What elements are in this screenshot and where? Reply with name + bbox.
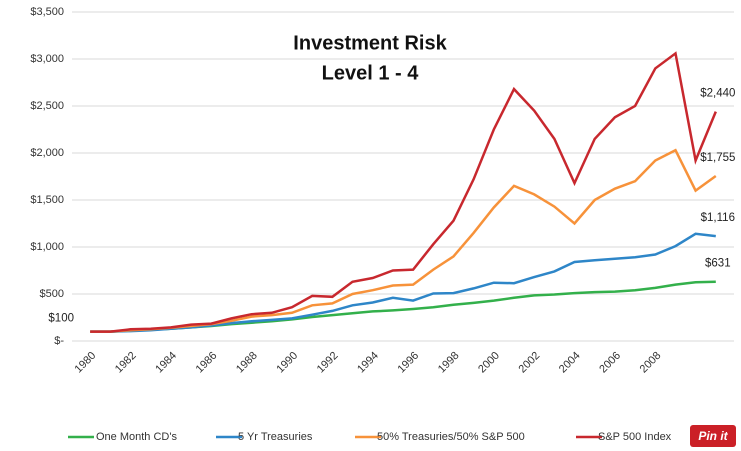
y-tick-label: $3,000	[30, 53, 64, 65]
y-tick-label: $2,000	[30, 147, 64, 159]
legend-label: 50% Treasuries/50% S&P 500	[377, 431, 525, 443]
value-label: $100	[48, 313, 74, 325]
legend-label: 5 Yr Treasuries	[238, 431, 313, 443]
series-line	[90, 51, 717, 333]
pin-it-label[interactable]: Pin it	[698, 429, 728, 443]
y-tick-label: $500	[40, 288, 64, 300]
series-line	[90, 232, 716, 333]
y-tick-label: $2,500	[30, 100, 64, 112]
x-tick-label: 1998	[436, 350, 462, 376]
y-tick-label: $-	[54, 335, 64, 347]
pin-it-bg[interactable]	[690, 425, 736, 447]
y-tick-label: $1,500	[30, 194, 64, 206]
legend-item: 5 Yr Treasuries	[216, 431, 313, 443]
x-tick-label: 2006	[597, 350, 623, 376]
x-tick-label: 1990	[274, 350, 300, 376]
x-tick-label: 1984	[153, 350, 179, 376]
x-tick-label: 2000	[476, 350, 502, 376]
x-tick-label: 1994	[355, 350, 381, 376]
x-tick-label: 1988	[234, 350, 260, 376]
value-label: $1,116	[701, 212, 735, 224]
y-tick-label: $3,500	[30, 6, 64, 18]
legend-label: S&P 500 Index	[598, 431, 672, 443]
pin-it-button[interactable]: Pin it	[690, 425, 736, 447]
x-tick-label: 1980	[73, 350, 99, 376]
y-tick-label: $1,000	[30, 241, 64, 253]
legend-item: One Month CD's	[68, 431, 177, 443]
value-label: $631	[705, 258, 731, 270]
value-label: $2,440	[700, 88, 735, 100]
legend-item: 50% Treasuries/50% S&P 500	[355, 431, 525, 443]
chart-title: Investment Risk	[293, 32, 447, 54]
x-tick-label: 2008	[638, 350, 664, 376]
x-tick-label: 1996	[395, 350, 421, 376]
legend-item: S&P 500 Index	[576, 431, 672, 443]
x-tick-label: 1982	[113, 350, 139, 376]
series-line	[90, 148, 717, 333]
x-tick-label: 2002	[517, 350, 543, 376]
x-tick-label: 1986	[194, 350, 220, 376]
series-line	[90, 280, 716, 333]
chart-subtitle: Level 1 - 4	[322, 62, 420, 84]
x-tick-label: 2004	[557, 350, 583, 376]
value-label: $1,755	[700, 152, 735, 164]
x-tick-label: 1992	[315, 350, 341, 376]
legend-label: One Month CD's	[96, 431, 177, 443]
